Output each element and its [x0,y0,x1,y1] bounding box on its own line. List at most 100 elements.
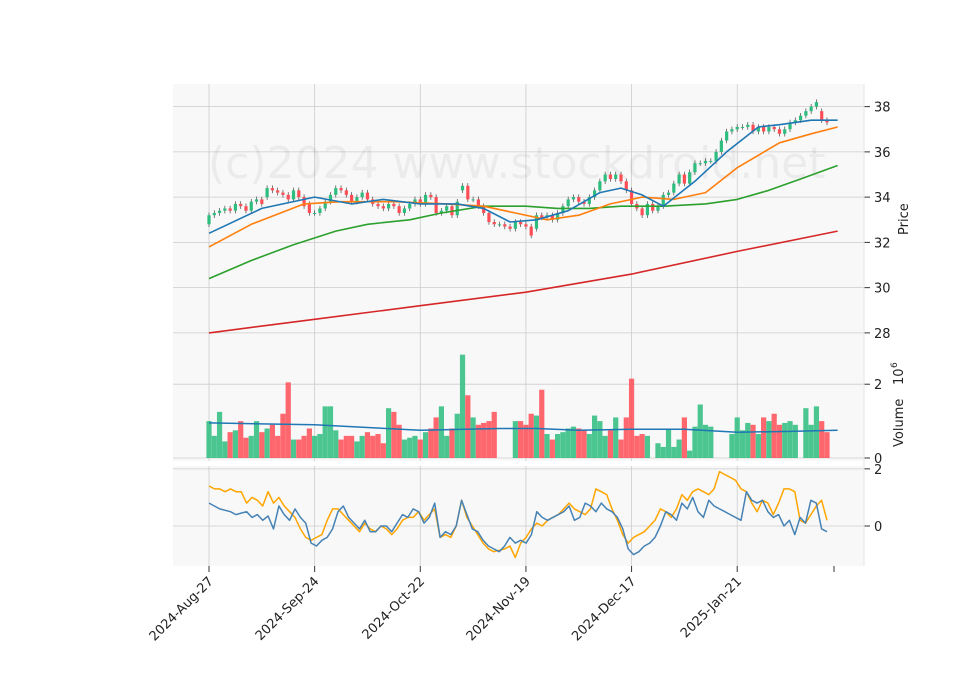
candle-body [688,172,692,184]
candle-body [740,126,745,128]
volume-bar [570,426,577,458]
candle-body [820,111,824,121]
volume-bar [338,439,344,458]
volume-bar [216,411,223,458]
candle-body [519,222,523,225]
candle-body [429,194,433,198]
volume-bar [364,432,371,458]
candle-body [540,215,544,218]
x-tick-label: 2024-Nov-19 [464,574,534,644]
candle-body [524,224,528,227]
candle-body [756,126,760,132]
volume-bar [322,406,328,458]
volume-bar [449,428,455,458]
x-tick-label: 2024-Oct-22 [360,574,428,642]
volume-bars [206,354,838,458]
candle-body [561,206,565,213]
volume-bar [211,435,217,458]
candle-body [392,203,396,207]
candle-body [344,190,348,195]
volume-bar [628,378,635,458]
volume-bar [359,435,365,458]
volume-bar [518,421,524,458]
x-tick-label: 2024-Aug-27 [147,574,217,644]
volume-bar [259,432,265,458]
candle-body [265,188,269,198]
volume-bar [438,406,445,458]
candle-body [355,197,359,202]
x-tick-label: 2025-Jan-21 [678,574,745,641]
x-tick-label: 2024-Sep-24 [253,574,323,644]
candle-body [439,210,444,213]
candle-body [788,122,792,130]
candle-body [434,197,438,213]
price-y-tick-label: 28 [874,327,891,342]
volume-bar [729,434,735,458]
candle-body [566,199,570,207]
candle-body [682,174,686,184]
volume-bar [401,439,408,458]
candle-body [244,206,248,211]
volume-axis-label: Volume 10 6 [890,362,907,447]
volume-bar [708,426,714,458]
volume-bar [301,435,307,458]
volume-bar [333,430,339,458]
candle-body [672,183,676,193]
volume-bar [285,382,291,458]
volume-bar [512,421,518,458]
candle-body [603,174,607,182]
volume-ma-line [208,422,838,433]
ma5-line [208,119,838,235]
volume-bar [312,435,318,458]
candle-body [614,174,618,180]
candle-body [503,224,507,227]
candle-body [471,199,475,201]
candle-body [735,126,739,130]
volume-bar [602,435,608,458]
candle-body [445,206,449,211]
volume-bar [428,428,434,458]
volume-axis-unit-exp: 6 [890,362,900,368]
volume-bar [819,421,825,458]
volume-bar [586,434,592,458]
candle-body [307,203,311,213]
volume-bar [306,428,312,458]
candle-body [365,192,370,200]
volume-bar [692,426,698,458]
candle-body [719,140,723,152]
candle-body [651,203,655,211]
candle-body [645,203,650,216]
candle-body [212,212,216,216]
candle-body [624,181,628,191]
candle-body [608,174,613,180]
volume-bar [549,439,555,458]
osc-y-tick-label: 2 [874,463,882,478]
volume-bar [813,406,820,458]
volume-axis-label-text: Volume [892,399,907,447]
price-y-tick-label: 36 [874,146,891,161]
volume-bar [407,437,413,458]
candle-body [413,199,417,204]
price-y-tick-label: 38 [874,101,891,116]
ma10-line [208,126,838,248]
candle-body [487,212,491,223]
volume-bar [676,439,682,458]
candle-body [492,222,496,225]
candle-body [286,194,290,200]
candle-body [529,226,533,236]
price-axis-label: Price [897,203,912,235]
candle-body [497,224,502,226]
volume-bar [644,435,651,458]
volume-bar [470,417,476,458]
candle-body [318,208,322,213]
volume-bar [634,435,640,458]
candle-body [798,115,803,121]
oscillator-slow-line [208,470,828,559]
volume-bar [687,450,693,458]
volume-bar [238,421,244,458]
candle-body [809,106,813,112]
volume-bar [623,417,629,458]
volume-bar [607,430,614,458]
volume-bar [824,432,830,458]
candle-body [577,197,581,202]
